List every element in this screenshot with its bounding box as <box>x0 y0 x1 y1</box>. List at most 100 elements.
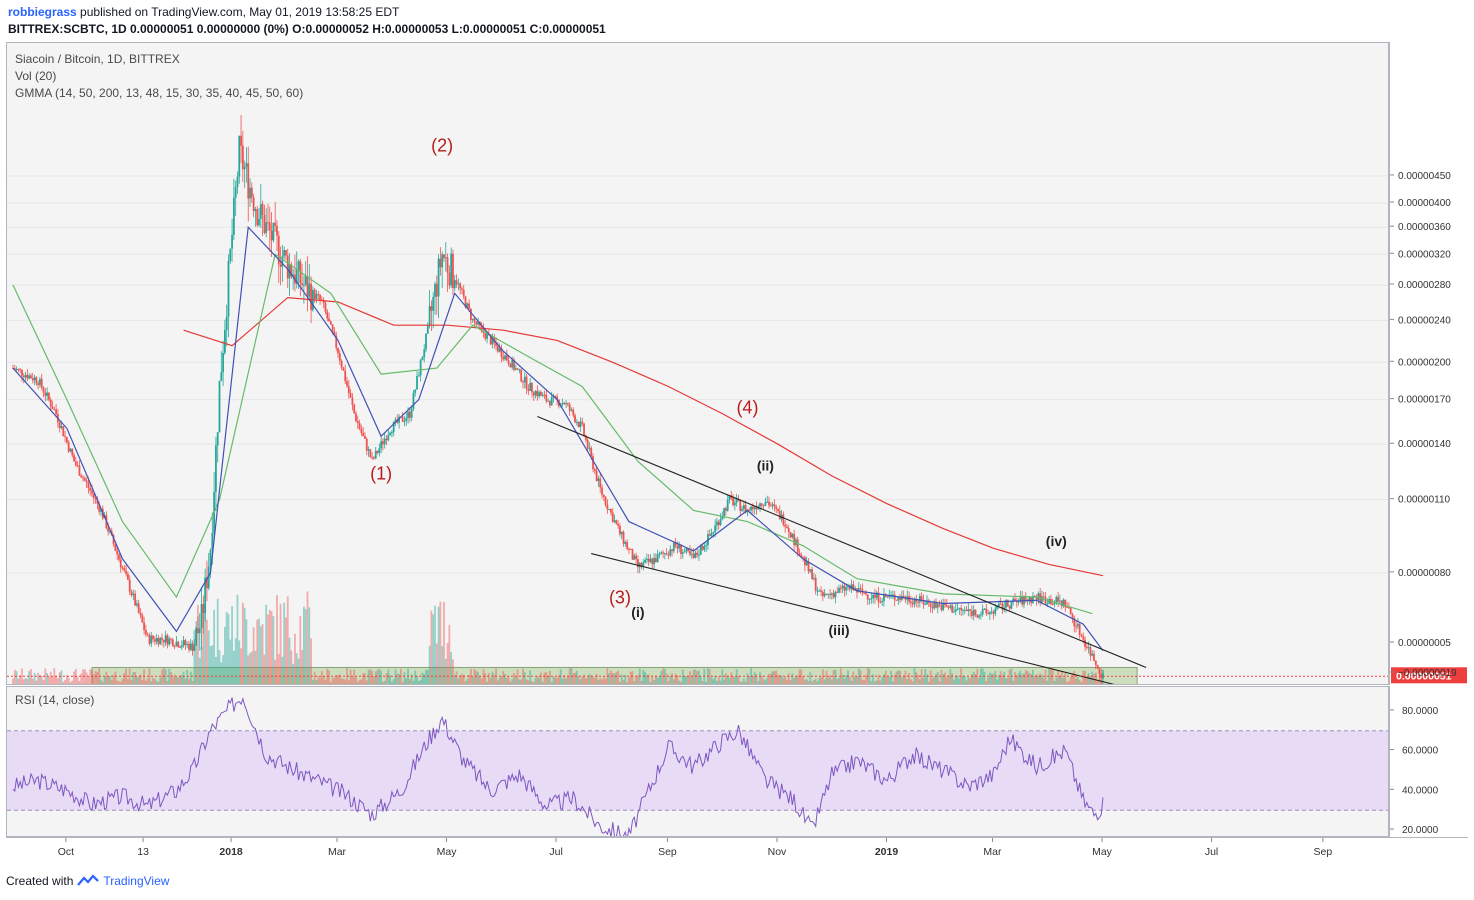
volume-bar <box>1071 673 1074 684</box>
volume-bar <box>78 681 81 684</box>
rsi-pane[interactable]: RSI (14, close) <box>6 686 1389 837</box>
candle-body <box>791 533 794 538</box>
volume-bar <box>437 606 440 684</box>
author-link[interactable]: robbiegrass <box>8 5 77 19</box>
candle-body <box>502 356 505 360</box>
volume-bar <box>787 673 790 684</box>
volume-bar <box>821 669 824 684</box>
volume-bar <box>374 671 377 684</box>
candle-body <box>590 447 593 457</box>
volume-bar <box>383 680 386 684</box>
candle-body <box>787 528 790 533</box>
volume-bar <box>561 678 564 684</box>
candle-body <box>536 390 539 397</box>
candle-body <box>405 417 408 422</box>
candle-body <box>960 607 963 611</box>
volume-bar <box>938 681 941 684</box>
volume-bar <box>1042 678 1045 684</box>
tradingview-brand[interactable]: TradingView <box>103 874 170 888</box>
volume-bar <box>71 680 74 684</box>
volume-bar <box>215 656 217 684</box>
candle-body <box>857 588 860 593</box>
candle-body <box>538 392 541 397</box>
volume-bar <box>335 675 338 684</box>
volume-bar <box>816 681 819 684</box>
volume-bar <box>184 678 187 684</box>
candle-body <box>601 487 603 495</box>
volume-bar <box>37 672 40 684</box>
rsi-chart-svg[interactable] <box>7 687 1388 836</box>
volume-bar <box>1050 669 1052 684</box>
candle-body <box>146 634 149 636</box>
volume-bar <box>773 671 776 684</box>
volume-bar <box>67 677 70 684</box>
volume-bar <box>412 680 415 684</box>
volume-bar <box>956 675 959 684</box>
volume-bar <box>557 674 560 684</box>
candle-body <box>683 551 686 553</box>
price-tick-label: −0.00000019 <box>1398 668 1457 679</box>
volume-bar <box>856 675 858 684</box>
price-axis[interactable]: 0.00000450 0.00000400 0.00000360 0.00000320… <box>1389 42 1468 804</box>
volume-bar <box>764 680 767 684</box>
price-tick-label: 0.00000400 <box>1398 198 1451 209</box>
volume-bar <box>439 601 442 684</box>
volume-bar <box>477 671 479 684</box>
candle-body <box>895 599 898 601</box>
candle-body <box>543 394 546 396</box>
candle-body <box>649 558 652 562</box>
candle-body <box>1089 647 1092 656</box>
volume-bar <box>960 668 963 684</box>
candle-body <box>716 521 718 526</box>
candle-body <box>425 333 427 350</box>
volume-bar <box>360 679 363 684</box>
volume-bar <box>766 677 769 684</box>
candle-body <box>128 579 131 592</box>
ema-mid-line <box>12 253 1093 615</box>
candle-body <box>777 508 779 511</box>
volume-bar <box>455 671 458 684</box>
candle-body <box>938 604 941 606</box>
volume-bar <box>136 677 138 684</box>
candle-body <box>130 591 133 596</box>
time-tick-label: Sep <box>658 846 677 858</box>
volume-bar <box>610 670 612 684</box>
candle-body <box>390 432 393 434</box>
candle-body <box>981 609 984 615</box>
volume-bar <box>206 619 208 684</box>
volume-bar <box>954 675 957 684</box>
price-chart-svg[interactable]: (1)(2)(3)(4)(5)(i)(ii)(iii)(iv)(v) <box>7 43 1388 684</box>
price-pane[interactable]: (1)(2)(3)(4)(5)(i)(ii)(iii)(iv)(v) Siaco… <box>6 42 1389 685</box>
volume-bar <box>730 672 733 684</box>
candle-body <box>529 383 532 391</box>
volume-bar <box>909 679 912 684</box>
candle-body <box>985 608 988 614</box>
candle-body <box>444 257 447 259</box>
candle-body <box>509 363 512 368</box>
last-price-tag <box>1391 667 1467 684</box>
volume-bar <box>461 674 463 684</box>
candle-body <box>367 449 370 451</box>
candle-body <box>545 394 548 402</box>
volume-bar <box>118 681 120 684</box>
volume-bar <box>1024 669 1027 684</box>
volume-bar <box>446 643 449 684</box>
candle-body <box>1098 668 1101 674</box>
candle-body <box>513 359 515 370</box>
volume-bar <box>583 674 585 684</box>
volume-bar <box>672 679 675 684</box>
candle-body <box>252 197 255 212</box>
volume-bar <box>701 681 704 684</box>
candle-body <box>58 422 61 429</box>
volume-bar <box>812 679 815 684</box>
candle-body <box>243 167 246 170</box>
volume-bar <box>733 677 736 684</box>
rsi-axis[interactable]: 80.0000 60.0000 40.0000 20.0000 <box>1389 686 1468 837</box>
volume-bar <box>829 675 831 684</box>
candle-body <box>631 549 634 560</box>
candle-body <box>534 390 537 396</box>
time-axis[interactable]: Oct 13 2018 Mar May Jul Sep Nov 2019 Mar May Jul Sep <box>6 837 1468 863</box>
volume-bar <box>549 670 551 684</box>
candle-body <box>162 639 165 643</box>
volume-bar <box>421 672 424 684</box>
